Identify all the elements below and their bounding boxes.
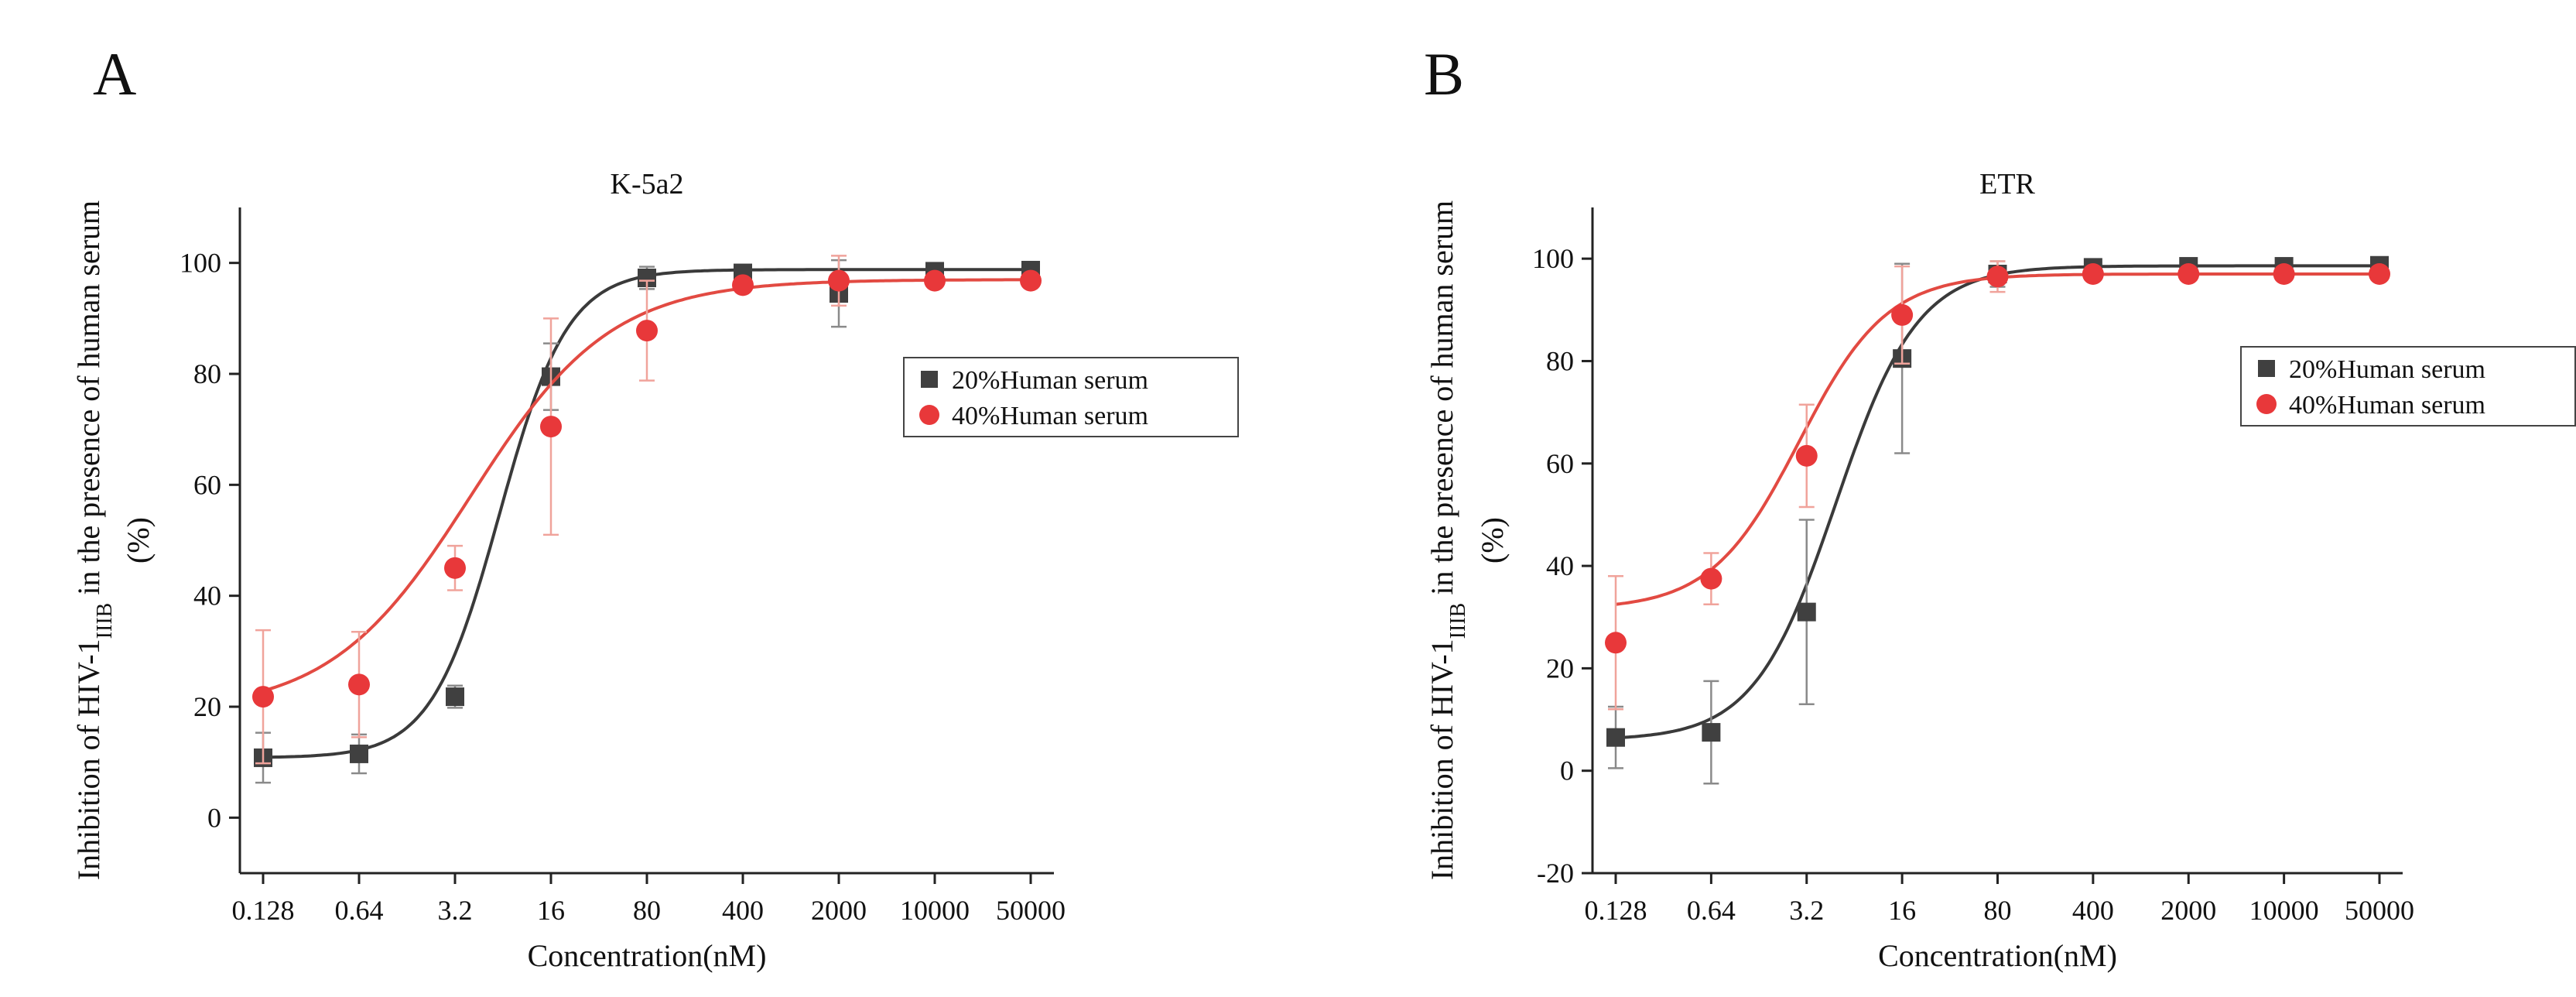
- data-point-circle: [732, 274, 754, 296]
- y-tick-label: 60: [1546, 448, 1574, 479]
- series-20: [1606, 255, 2389, 785]
- panel-a: A K-5a2 0 20 40 60 80 100 0.128 0.64 3.2 16 80 400 200…: [71, 40, 1239, 973]
- legend-marker-circle: [2256, 394, 2277, 414]
- data-point-circle: [828, 269, 850, 292]
- x-tick-label: 16: [1888, 895, 1916, 926]
- data-point-circle: [636, 320, 658, 342]
- x-tick-label: 10000: [2249, 895, 2319, 926]
- x-tick-label: 2000: [811, 895, 867, 926]
- data-point-circle: [1986, 266, 2009, 288]
- y-tick-label: 100: [1532, 243, 1574, 274]
- x-axis-label: Concentration(nM): [1878, 938, 2117, 973]
- x-tick-label: 50000: [996, 895, 1066, 926]
- panel-label: B: [1424, 40, 1464, 108]
- y-axis-label: Inhibition of HIV-1IIIB in the presence …: [1425, 200, 1470, 880]
- y-tick-label: 100: [180, 248, 221, 279]
- fit-curve: [1615, 264, 2379, 740]
- data-point-circle: [1020, 269, 1042, 292]
- y-tick-label: 80: [1546, 345, 1574, 376]
- legend-box: [2240, 346, 2576, 427]
- y-tick-label: 40: [193, 581, 221, 612]
- data-point-circle: [1891, 303, 1914, 326]
- fit-curve: [1615, 272, 2379, 606]
- x-tick-label: 3.2: [1789, 895, 1824, 926]
- x-tick-label: 0.128: [232, 895, 295, 926]
- y-axis-unit: (%): [121, 517, 156, 564]
- y-tick-label: 80: [193, 358, 221, 389]
- y-axis-label: Inhibition of HIV-1IIIB in the presence …: [71, 200, 117, 880]
- x-tick-label: 400: [2072, 895, 2114, 926]
- data-point-circle: [2369, 263, 2390, 285]
- legend-marker-square: [921, 371, 938, 388]
- data-point-square: [446, 687, 464, 707]
- x-tick-label: 400: [722, 895, 764, 926]
- data-point-circle: [444, 557, 466, 579]
- y-tick-label: 40: [1546, 550, 1574, 581]
- x-tick-label: 10000: [900, 895, 970, 926]
- y-axis-unit: (%): [1475, 517, 1510, 564]
- x-tick-label: 0.64: [335, 895, 384, 926]
- data-point-circle: [252, 686, 274, 708]
- x-tick-label: 80: [1984, 895, 2012, 926]
- data-point-circle: [1605, 632, 1627, 654]
- x-tick-label: 50000: [2345, 895, 2414, 926]
- x-axis-label: Concentration(nM): [528, 938, 767, 973]
- x-tick-label: 0.128: [1585, 895, 1647, 926]
- data-point-circle: [348, 673, 370, 696]
- legend-label: 40%Human serum: [2289, 391, 2485, 420]
- data-point-square: [1606, 728, 1625, 747]
- y-tick-label: 20: [193, 691, 221, 722]
- legend-box: [903, 357, 1239, 437]
- y-tick-label: 0: [1560, 755, 1574, 786]
- data-point-circle: [1700, 567, 1722, 590]
- y-tick-label: 20: [1546, 653, 1574, 684]
- panel-label: A: [93, 40, 136, 108]
- legend: 20%Human serum 40%Human serum: [2240, 346, 2576, 427]
- data-point-square: [1797, 602, 1816, 622]
- data-point-square: [1702, 723, 1721, 742]
- legend-label: 20%Human serum: [952, 366, 1148, 395]
- x-tick-label: 3.2: [438, 895, 473, 926]
- legend: 20%Human serum 40%Human serum: [903, 357, 1239, 437]
- series-40: [1605, 260, 2390, 711]
- legend-marker-circle: [919, 405, 939, 425]
- x-tick-label: 0.64: [1687, 895, 1736, 926]
- legend-marker-square: [2258, 360, 2275, 377]
- data-point-circle: [924, 269, 946, 292]
- series-40: [252, 255, 1042, 765]
- panel-b: B ETR -20 0 20 40 60 80 100 0.128 0.64 3.2 16 80 400 20…: [1424, 40, 2576, 973]
- chart-title: ETR: [1979, 168, 2035, 200]
- data-point-circle: [2082, 263, 2104, 285]
- x-tick-label: 2000: [2160, 895, 2216, 926]
- data-point-square: [350, 744, 368, 763]
- chart-title: K-5a2: [611, 168, 684, 200]
- y-tick-label: 60: [193, 469, 221, 500]
- data-point-circle: [540, 416, 562, 438]
- legend-label: 20%Human serum: [2289, 355, 2485, 384]
- y-tick-label: -20: [1537, 858, 1574, 889]
- data-point-circle: [2177, 263, 2200, 285]
- legend-label: 40%Human serum: [952, 402, 1148, 430]
- y-tick-label: 0: [207, 802, 221, 833]
- x-tick-label: 16: [537, 895, 565, 926]
- data-point-circle: [2273, 263, 2295, 285]
- data-point-circle: [1795, 444, 1818, 467]
- x-tick-label: 80: [633, 895, 661, 926]
